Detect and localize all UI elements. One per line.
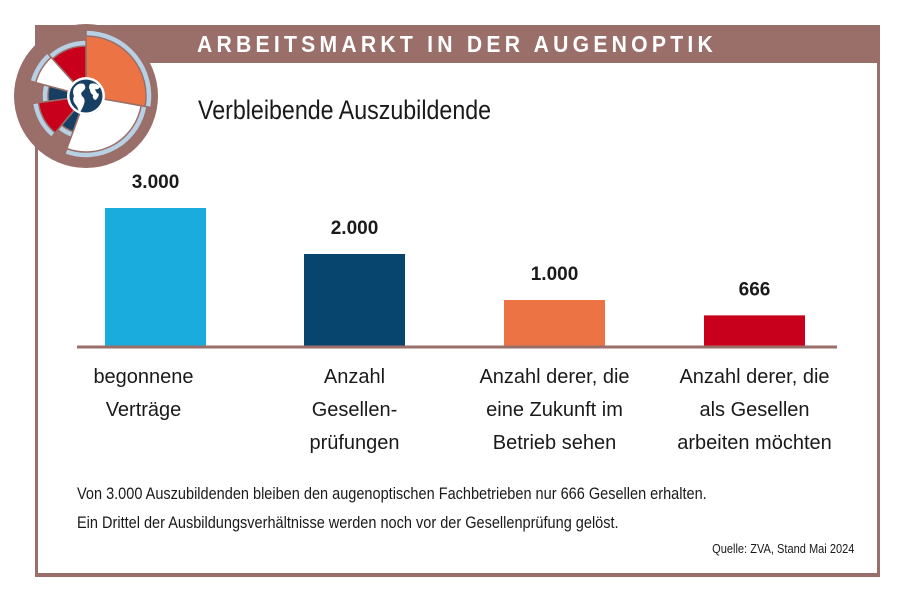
data-label: 1.000 <box>531 264 579 285</box>
category-label-line: prüfungen <box>309 432 399 454</box>
category-label: begonnene Verträge <box>93 366 193 421</box>
category-label-line: Betrieb sehen <box>493 432 616 454</box>
category-label: Anzahl derer, die als Gesellen arbeiten mö… <box>677 366 832 454</box>
data-label: 3.000 <box>132 172 180 193</box>
category-label-line: Gesellen- <box>312 399 398 421</box>
header-band <box>35 25 880 63</box>
bar <box>304 254 405 346</box>
footnote-line-2: Ein Drittel der Ausbildungsverhältnisse … <box>77 514 619 532</box>
bar <box>504 300 605 346</box>
category-label-line: Verträge <box>106 399 182 421</box>
bar <box>704 315 805 346</box>
data-label: 666 <box>739 279 771 300</box>
category-label: Anzahl Gesellen-prüfungen <box>309 366 399 454</box>
bar <box>105 208 206 346</box>
category-label-line: als Gesellen <box>699 399 809 421</box>
data-label: 2.000 <box>331 218 379 239</box>
footnote-line-1: Von 3.000 Auszubildenden bleiben den aug… <box>77 485 707 503</box>
category-label-line: Anzahl derer, die <box>679 366 829 388</box>
category-label-line: arbeiten möchten <box>677 432 832 454</box>
emblem-logo <box>14 24 158 168</box>
globe-icon <box>67 77 105 115</box>
chart-title: Verbleibende Auszubildende <box>198 95 492 125</box>
category-label-line: eine Zukunft im <box>486 399 623 421</box>
header-title: ARBEITSMARKT IN DER AUGENOPTIK <box>197 31 718 57</box>
category-label-line: begonnene <box>93 366 193 388</box>
category-label-line: Anzahl derer, die <box>479 366 629 388</box>
source-note: Quelle: ZVA, Stand Mai 2024 <box>711 541 854 556</box>
category-label-line: Anzahl <box>324 366 385 388</box>
category-label: Anzahl derer, die eine Zukunft im Betrieb … <box>479 366 629 454</box>
